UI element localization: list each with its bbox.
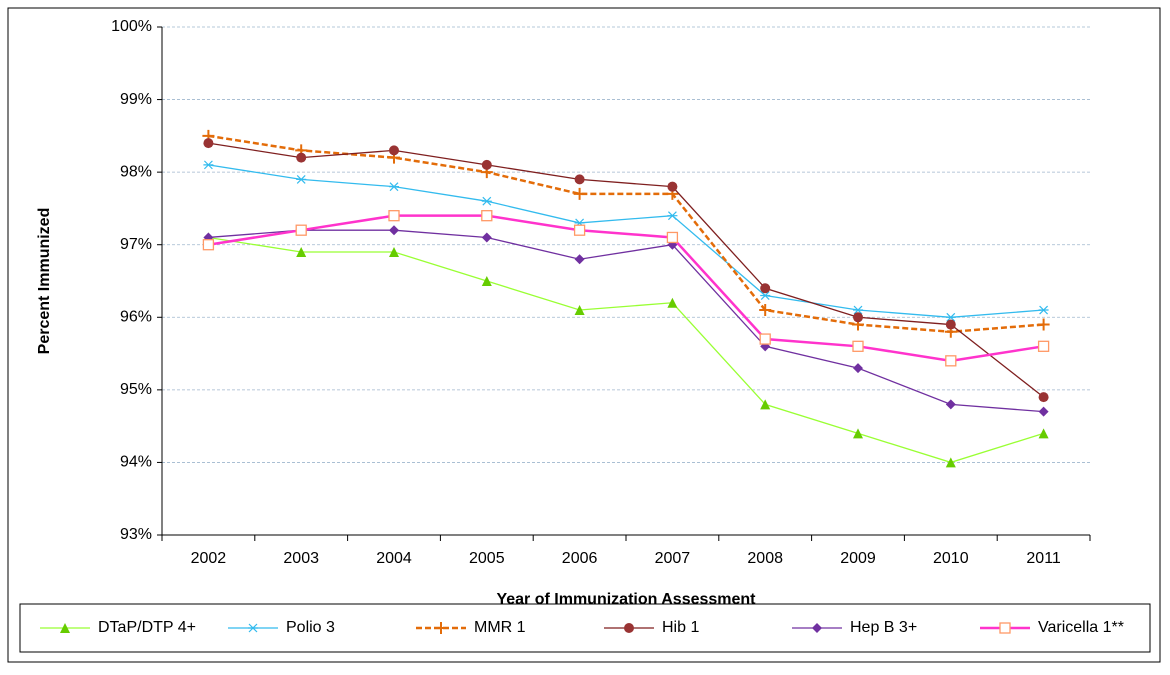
marker bbox=[853, 312, 863, 323]
marker bbox=[573, 187, 586, 200]
marker bbox=[481, 210, 493, 222]
marker bbox=[945, 399, 956, 410]
legend-label: DTaP/DTP 4+ bbox=[98, 619, 196, 636]
marker bbox=[574, 174, 585, 185]
marker bbox=[573, 224, 586, 236]
y-axis-label: Percent Immunized bbox=[36, 208, 53, 355]
y-tick-label: 98% bbox=[120, 163, 152, 180]
marker bbox=[667, 297, 678, 308]
legend-marker bbox=[60, 623, 70, 633]
legend-marker bbox=[624, 623, 634, 633]
marker bbox=[853, 428, 863, 439]
legend-label: Varicella 1** bbox=[1038, 619, 1124, 636]
marker bbox=[481, 276, 492, 286]
x-tick-label: 2008 bbox=[747, 550, 783, 567]
marker bbox=[1038, 305, 1049, 315]
series-line bbox=[208, 214, 1044, 363]
x-tick-label: 2010 bbox=[933, 550, 969, 567]
x-tick-label: 2006 bbox=[562, 550, 598, 567]
marker bbox=[1038, 428, 1049, 439]
marker bbox=[574, 305, 585, 316]
series-line bbox=[208, 236, 1044, 464]
legend-label: Hib 1 bbox=[662, 619, 699, 636]
legend-marker bbox=[435, 622, 447, 634]
marker bbox=[945, 312, 956, 322]
marker bbox=[1037, 340, 1050, 352]
marker bbox=[853, 305, 863, 315]
x-tick-label: 2007 bbox=[655, 550, 691, 567]
marker bbox=[760, 291, 771, 300]
series-line bbox=[208, 164, 1044, 318]
marker bbox=[667, 181, 678, 192]
x-tick-label: 2002 bbox=[191, 550, 227, 567]
legend-box bbox=[19, 603, 1151, 653]
marker bbox=[481, 159, 492, 170]
marker bbox=[945, 319, 956, 330]
marker bbox=[203, 138, 214, 149]
marker bbox=[574, 254, 585, 265]
x-tick-label: 2011 bbox=[1026, 550, 1061, 567]
y-tick-label: 97% bbox=[120, 236, 152, 253]
marker bbox=[295, 224, 307, 236]
y-tick-label: 93% bbox=[120, 526, 152, 543]
marker bbox=[389, 182, 399, 192]
y-tick-label: 99% bbox=[120, 91, 152, 108]
marker bbox=[666, 231, 679, 244]
series-line bbox=[208, 142, 1045, 398]
marker bbox=[389, 246, 399, 257]
legend-marker bbox=[248, 623, 258, 633]
marker bbox=[852, 340, 864, 352]
marker bbox=[388, 210, 400, 222]
marker bbox=[1037, 318, 1050, 331]
marker bbox=[945, 457, 956, 468]
x-tick-label: 2005 bbox=[469, 550, 505, 567]
marker bbox=[667, 211, 678, 221]
marker bbox=[1038, 406, 1049, 417]
marker bbox=[481, 232, 492, 243]
y-tick-label: 96% bbox=[120, 309, 152, 326]
marker bbox=[945, 355, 957, 367]
marker bbox=[203, 160, 214, 170]
legend-label: MMR 1 bbox=[474, 619, 526, 636]
marker bbox=[296, 174, 307, 184]
chart-border bbox=[7, 7, 1161, 663]
marker bbox=[202, 239, 215, 251]
y-tick-label: 94% bbox=[120, 454, 152, 471]
series-line bbox=[208, 229, 1044, 413]
marker bbox=[296, 246, 307, 257]
marker bbox=[389, 225, 399, 236]
marker bbox=[1038, 392, 1049, 403]
marker bbox=[296, 152, 307, 163]
legend-marker bbox=[812, 623, 822, 633]
y-tick-label: 95% bbox=[120, 381, 152, 398]
marker bbox=[481, 196, 492, 206]
marker bbox=[389, 145, 399, 156]
x-tick-label: 2009 bbox=[840, 550, 876, 567]
marker bbox=[853, 363, 863, 374]
x-tick-label: 2003 bbox=[283, 550, 319, 567]
y-tick-label: 100% bbox=[111, 18, 152, 35]
marker bbox=[759, 304, 772, 317]
marker bbox=[759, 333, 771, 345]
marker bbox=[760, 283, 771, 294]
marker bbox=[760, 399, 771, 410]
legend-label: Polio 3 bbox=[286, 619, 335, 636]
legend-marker bbox=[999, 622, 1011, 634]
x-tick-label: 2004 bbox=[376, 550, 412, 567]
legend-label: Hep B 3+ bbox=[850, 619, 917, 636]
